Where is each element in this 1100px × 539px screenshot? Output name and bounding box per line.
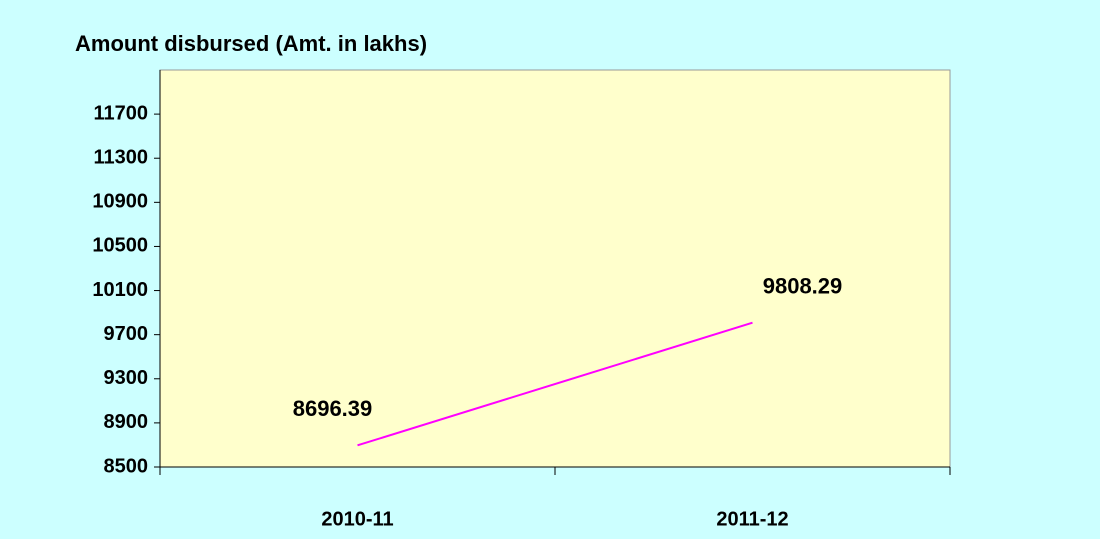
data-line	[357, 321, 753, 447]
y-tick-label: 11700	[93, 102, 148, 124]
chart-title: Amount disbursed (Amt. in lakhs)	[75, 31, 427, 56]
data-label: 8696.39	[293, 396, 373, 421]
x-tick-label: 2011-12	[716, 508, 788, 530]
y-tick-label: 8900	[104, 411, 149, 433]
y-tick-label: 8500	[104, 455, 149, 477]
x-tick-label: 2010-11	[321, 508, 393, 530]
y-tick-label: 9300	[104, 367, 149, 389]
y-tick-label: 10500	[92, 235, 148, 257]
y-tick-label: 9700	[104, 323, 149, 345]
y-tick-label: 10100	[92, 279, 148, 301]
y-tick-label: 10900	[92, 191, 148, 213]
data-label: 9808.29	[763, 274, 843, 299]
y-tick-label: 11300	[93, 147, 148, 169]
plot-area	[159, 69, 951, 468]
